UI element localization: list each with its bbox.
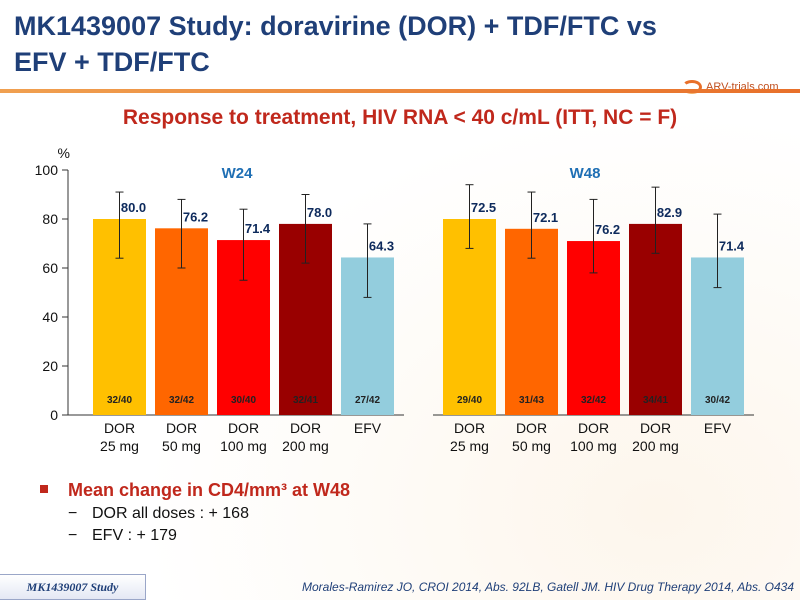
data-label: 80.0 [121, 200, 146, 215]
group-label: W24 [222, 165, 254, 182]
group-label: W48 [570, 165, 601, 182]
dash-icon: − [68, 505, 78, 522]
category-label: 200 mg [632, 438, 679, 454]
data-label: 71.4 [245, 221, 271, 236]
n-label: 30/42 [705, 395, 730, 406]
category-label: DOR [516, 420, 547, 436]
n-label: 32/42 [169, 395, 194, 406]
cd4-bullet: Mean change in CD4/mm³ at W48 [40, 480, 350, 501]
category-label: EFV [354, 420, 382, 436]
n-label: 34/41 [643, 395, 668, 406]
data-label: 78.0 [307, 205, 332, 220]
n-label: 30/40 [231, 395, 256, 406]
dash-icon: − [68, 527, 78, 544]
category-label: EFV [704, 420, 732, 436]
category-label: 200 mg [282, 438, 329, 454]
bar [443, 219, 496, 415]
category-label: 50 mg [162, 438, 201, 454]
n-label: 27/42 [355, 395, 380, 406]
y-tick-label: 40 [42, 309, 58, 325]
chart-subtitle: Response to treatment, HIV RNA < 40 c/mL… [122, 106, 678, 129]
y-tick-label: 0 [50, 407, 58, 423]
sub-bullet-efv-text: EFV : + 179 [92, 527, 177, 544]
slide-title: MK1439007 Study: doravirine (DOR) + TDF/… [14, 11, 657, 77]
y-tick-label: 20 [42, 358, 58, 374]
y-axis-unit-label: % [58, 145, 70, 161]
category-label: 100 mg [570, 438, 617, 454]
sub-bullet-dor-text: DOR all doses : + 168 [92, 505, 249, 522]
data-label: 76.2 [183, 209, 208, 224]
arv-trials-logo: ARV-trials.com [682, 76, 794, 98]
sub-bullet-dor: − DOR all doses : + 168 [68, 505, 350, 523]
cd4-bullet-text: Mean change in CD4/mm³ at W48 [68, 480, 351, 500]
response-bar-chart: 0 20 40 60 80 100% W24 80.0 32/40 DOR 25 mg 76.2 32/… [35, 145, 754, 454]
bar [505, 228, 558, 415]
category-label: DOR [290, 420, 321, 436]
category-label: 25 mg [100, 438, 139, 454]
data-label: 72.5 [471, 200, 496, 215]
category-label: 100 mg [220, 438, 267, 454]
category-label: DOR [104, 420, 135, 436]
category-label: DOR [454, 420, 485, 436]
bullet-square-icon [40, 485, 48, 493]
sub-bullet-efv: − EFV : + 179 [68, 527, 350, 545]
data-label: 71.4 [719, 238, 745, 253]
data-label: 72.1 [533, 210, 558, 225]
reference-citation: Morales-Ramirez JO, CROI 2014, Abs. 92LB… [302, 580, 794, 594]
title-divider [0, 89, 800, 93]
category-label: DOR [166, 420, 197, 436]
n-label: 29/40 [457, 395, 482, 406]
data-label: 64.3 [369, 238, 394, 253]
category-label: DOR [228, 420, 259, 436]
category-label: DOR [640, 420, 671, 436]
n-label: 32/42 [581, 395, 606, 406]
category-label: 25 mg [450, 438, 489, 454]
bullet-list: Mean change in CD4/mm³ at W48 − DOR all d… [40, 480, 350, 545]
category-label: DOR [578, 420, 609, 436]
n-label: 31/43 [519, 395, 544, 406]
n-label: 32/40 [107, 395, 132, 406]
study-footer-tag: MK1439007 Study [0, 574, 146, 600]
y-tick-label: 80 [42, 211, 58, 227]
data-label: 82.9 [657, 205, 682, 220]
y-tick-label: 100 [35, 162, 59, 178]
y-tick-label: 60 [42, 260, 58, 276]
data-label: 76.2 [595, 222, 620, 237]
category-label: 50 mg [512, 438, 551, 454]
n-label: 32/41 [293, 395, 318, 406]
bar [629, 223, 682, 415]
